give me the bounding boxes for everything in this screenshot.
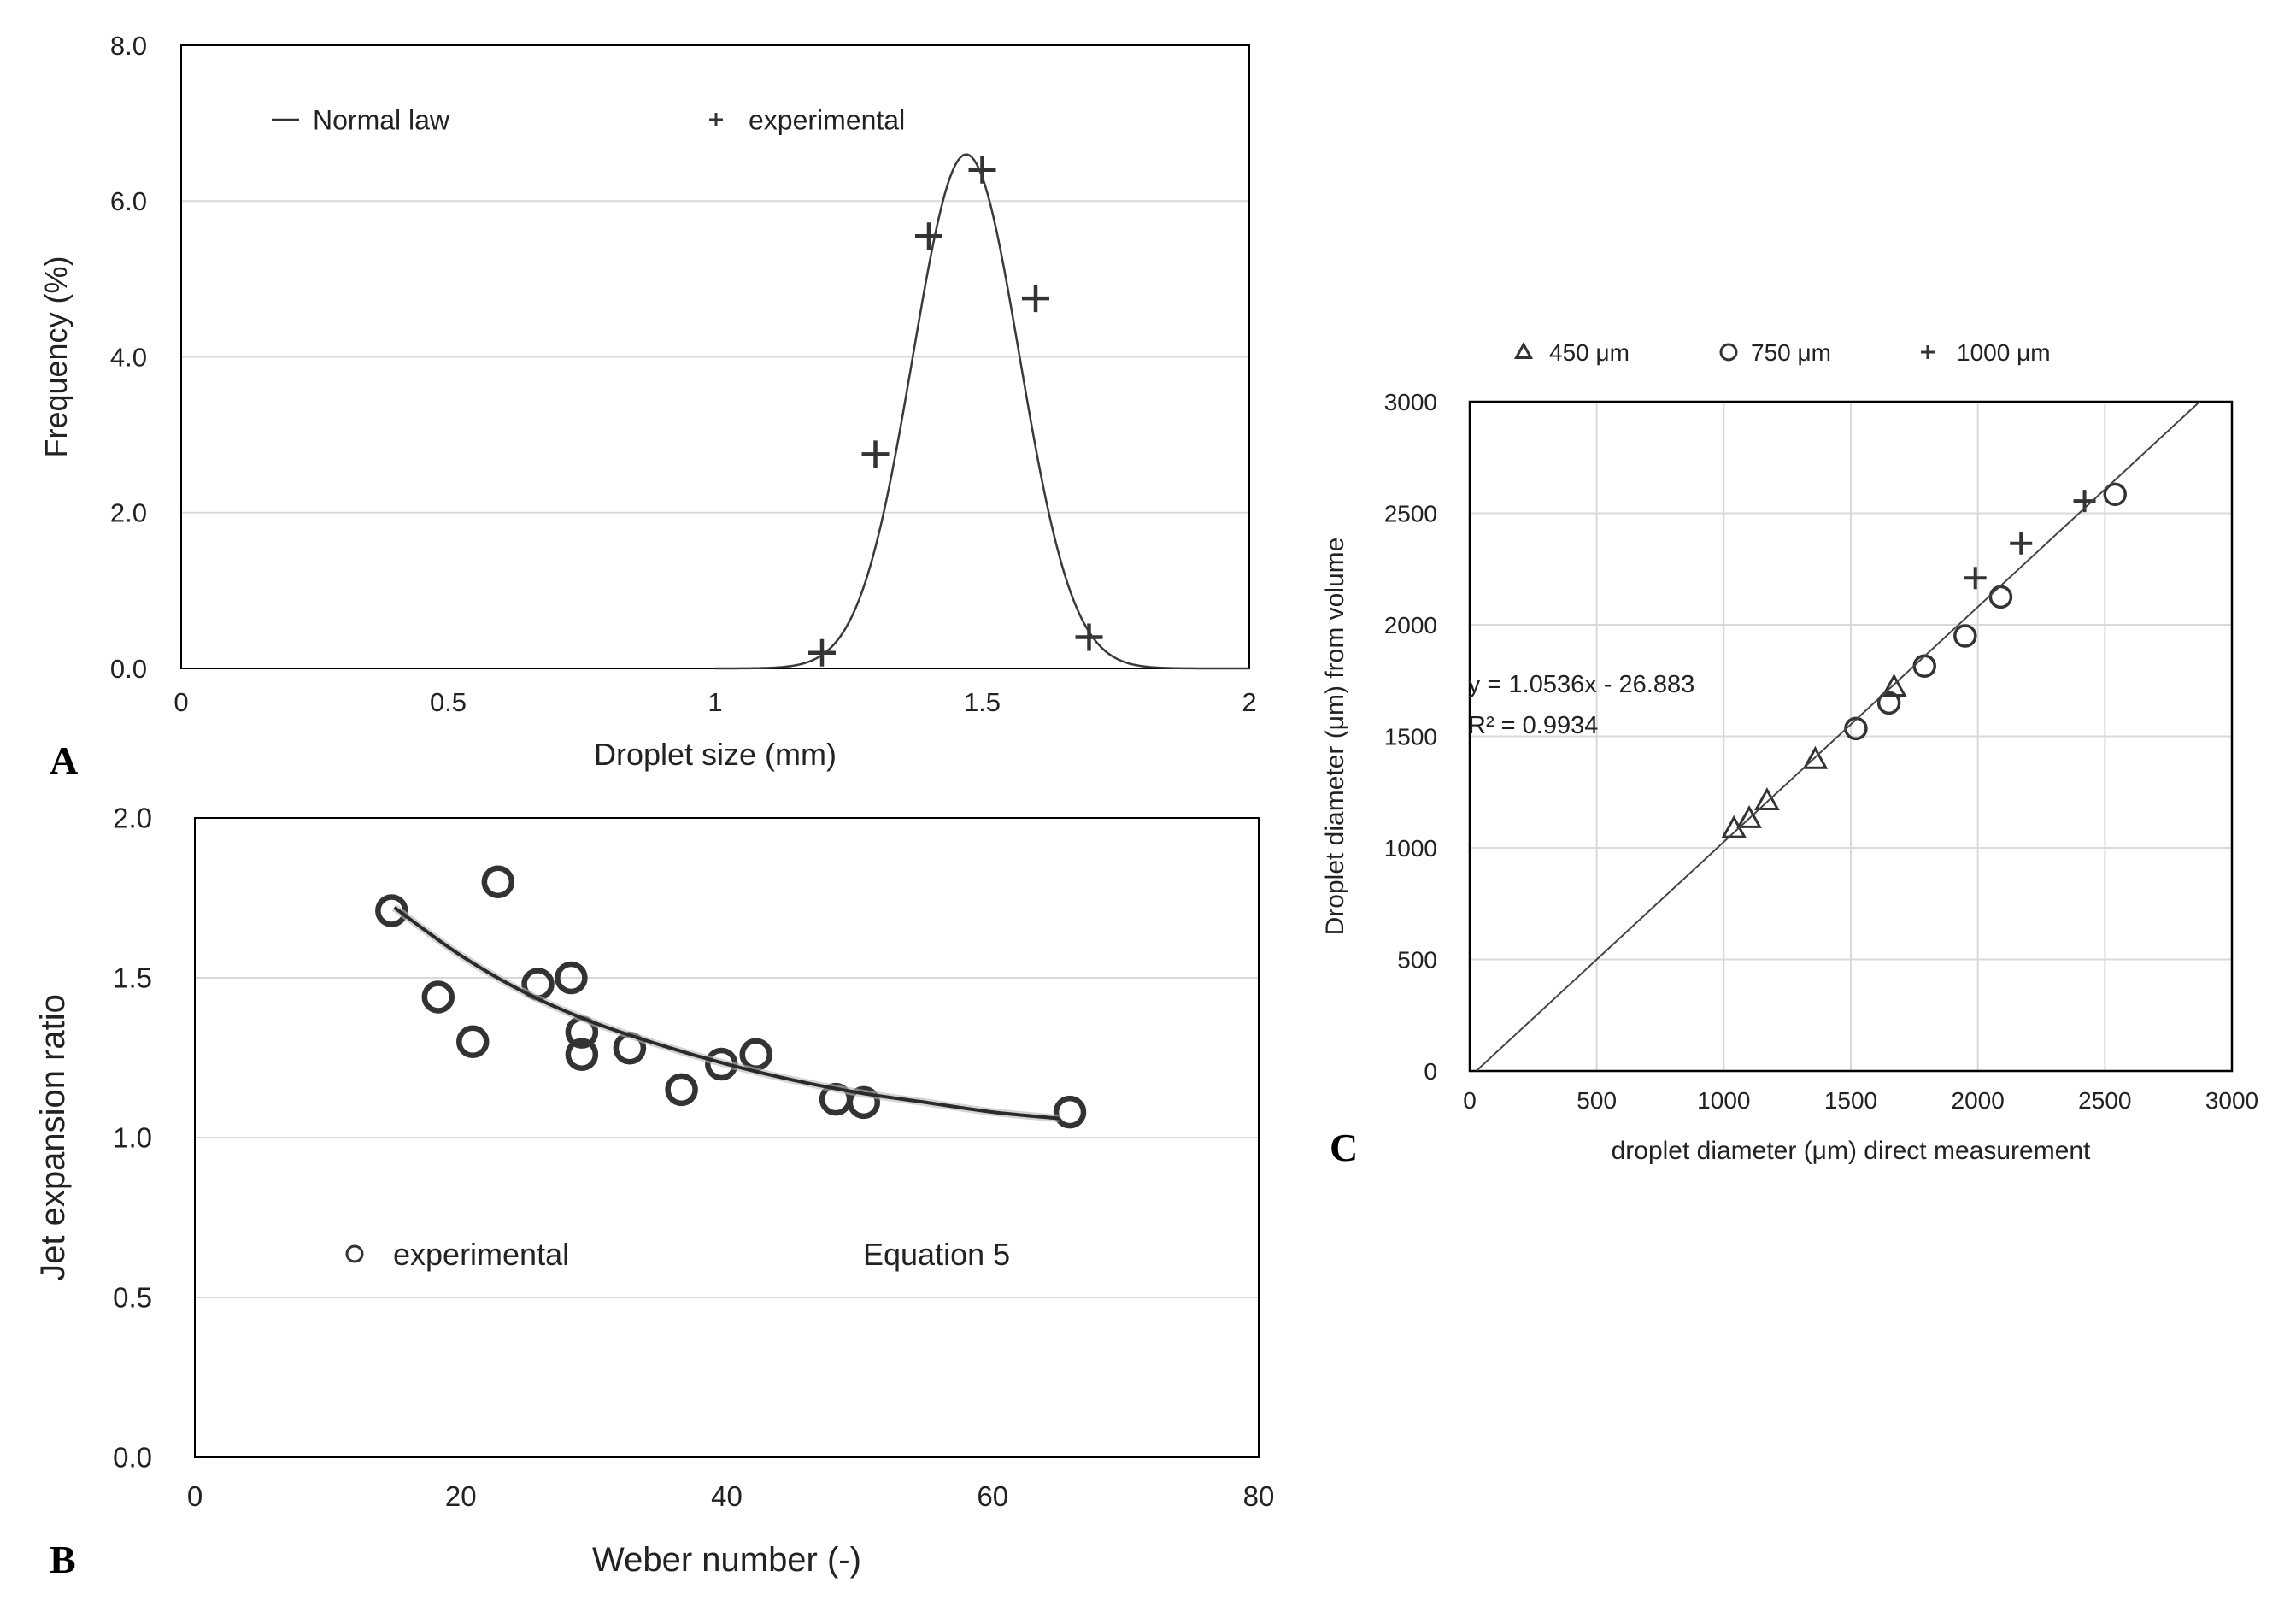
y-tick-label: 0.0: [113, 1442, 152, 1474]
x-tick-label: 1500: [1824, 1087, 1877, 1114]
y-tick-label: 2.0: [113, 803, 152, 834]
data-point-circle: [1988, 585, 2013, 609]
y-tick-label: 0.5: [113, 1282, 152, 1314]
data-point-circle: [1912, 654, 1936, 679]
data-point-circle: [665, 1073, 698, 1107]
data-point-circle: [565, 1038, 599, 1072]
data-point-circle: [421, 980, 455, 1014]
x-tick-label: 1000: [1697, 1087, 1750, 1114]
y-tick-label: 6.0: [110, 186, 147, 216]
y-tick-label: 1.0: [113, 1122, 152, 1154]
legend-triangle-icon: [1513, 341, 1534, 359]
data-point-circle: [481, 865, 515, 899]
panel-letter: A: [50, 738, 78, 782]
data-point-plus: [1022, 285, 1049, 313]
y-tick-label: 2.0: [110, 498, 147, 528]
y-axis-label: Frequency (%): [38, 256, 73, 457]
plot-frame: [180, 44, 1250, 669]
data-point-plus: [861, 440, 890, 468]
y-tick-label: 1000: [1384, 835, 1437, 862]
plot-frame: [1468, 400, 2234, 1073]
fit-curve-line: [393, 906, 1060, 1121]
chart-panel-c: 0 500 1000 1500 2000 2500 3000 0 500 1000 1500 2000…: [1321, 339, 2258, 1169]
y-tick-label: 2000: [1384, 612, 1437, 638]
y-axis-label: Droplet diameter (μm) from volume: [1321, 538, 1349, 936]
y-tick-label: 1500: [1384, 723, 1437, 750]
regression-annotation: R² = 0.9934: [1468, 712, 1598, 739]
x-axis-label: Droplet size (mm): [594, 737, 837, 772]
legend-plus-icon: [709, 113, 723, 126]
legend-label: experimental: [393, 1237, 569, 1272]
x-tick-label: 80: [1243, 1480, 1275, 1512]
data-point-plus: [808, 638, 836, 667]
x-tick-label: 0: [173, 687, 188, 717]
x-tick-label: 0.5: [430, 687, 467, 717]
x-tick-label: 60: [977, 1480, 1008, 1512]
legend-label: 1000 μm: [1957, 339, 2051, 366]
data-point-circle: [2103, 482, 2127, 507]
x-axis-label: Weber number (-): [592, 1541, 861, 1579]
y-tick-label: 0: [1424, 1058, 1437, 1085]
data-point-circle: [1953, 624, 1977, 648]
data-point-circle: [555, 961, 588, 995]
x-tick-label: 40: [711, 1480, 743, 1512]
data-point-plus: [1964, 567, 1987, 590]
legend-label: Equation 5: [863, 1237, 1010, 1272]
legend-circle-icon: [1719, 343, 1738, 362]
legend-label: Normal law: [313, 105, 450, 136]
y-tick-label: 4.0: [110, 342, 147, 372]
regression-annotation: y = 1.0536x - 26.883: [1468, 671, 1694, 698]
y-tick-label: 0.0: [110, 654, 147, 684]
y-tick-label: 2500: [1384, 500, 1437, 527]
legend-label: experimental: [749, 105, 905, 136]
data-point-circle: [375, 894, 408, 927]
legend-label: 750 μm: [1751, 339, 1831, 366]
x-tick-label: 2000: [1952, 1087, 2005, 1114]
panel-letter: B: [50, 1538, 76, 1581]
data-point-plus: [1075, 623, 1103, 651]
x-tick-label: 2500: [2078, 1087, 2131, 1114]
curve-band: [391, 904, 1060, 1123]
data-point-circle: [847, 1085, 881, 1120]
data-point-triangle: [1753, 787, 1780, 811]
panel-letter: C: [1330, 1126, 1358, 1169]
x-tick-label: 0: [1463, 1087, 1477, 1114]
y-axis-label: Jet expansion ratio: [34, 994, 72, 1281]
data-point-plus: [2010, 532, 2033, 555]
data-point-circle: [739, 1038, 772, 1072]
x-tick-label: 0: [187, 1480, 203, 1512]
y-tick-label: 1.5: [113, 962, 152, 994]
data-point-triangle: [1736, 804, 1762, 828]
x-tick-label: 20: [445, 1480, 477, 1512]
trendline: [1475, 401, 2200, 1072]
chart-panel-b: 0 20 40 60 80 0.0 0.5 1.0 1.5 2.0 Weber number (-)…: [34, 803, 1274, 1581]
data-point-circle: [456, 1025, 490, 1059]
data-point-triangle: [1802, 745, 1829, 769]
data-point-circle: [1053, 1095, 1087, 1129]
chart-panel-a: 0 0.5 1 1.5 2 0.0 2.0 4.0 6.0 8.0 Droplet size (mm…: [38, 31, 1257, 782]
legend-circle-icon: [345, 1244, 364, 1263]
y-tick-label: 8.0: [110, 31, 147, 61]
normal-law-curve: [714, 153, 1250, 670]
x-tick-label: 3000: [2205, 1087, 2258, 1114]
plot-frame: [194, 817, 1260, 1458]
x-tick-label: 500: [1577, 1087, 1617, 1114]
data-point-plus: [915, 222, 942, 250]
x-tick-label: 2: [1242, 687, 1256, 717]
x-tick-label: 1: [708, 687, 722, 717]
x-axis-label: droplet diameter (μm) direct measurement: [1612, 1137, 2091, 1165]
legend-plus-icon: [1921, 345, 1935, 359]
x-tick-label: 1.5: [964, 687, 1001, 717]
y-tick-label: 500: [1397, 946, 1437, 973]
legend-label: 450 μm: [1549, 339, 1630, 366]
y-tick-label: 3000: [1384, 389, 1437, 415]
data-point-circle: [1876, 691, 1901, 715]
